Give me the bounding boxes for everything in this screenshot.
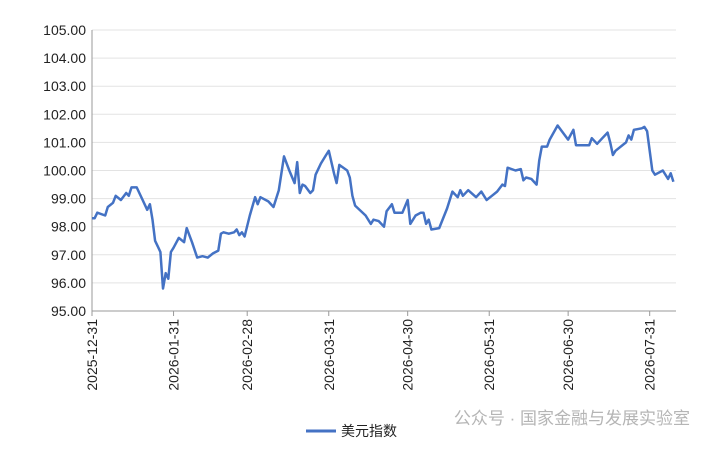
y-tick-label: 97.00 (51, 247, 86, 263)
x-tick-label: 2026-01-31 (166, 319, 182, 391)
legend-label: 美元指数 (341, 423, 397, 439)
x-tick-label: 2026-07-31 (642, 319, 658, 391)
y-tick-label: 100.00 (43, 163, 86, 179)
x-tick-label: 2026-03-31 (321, 319, 337, 391)
x-tick-label: 2026-06-30 (560, 319, 576, 391)
line-series (92, 124, 675, 290)
y-tick-label: 103.00 (43, 78, 86, 94)
x-tick-label: 2026-04-30 (400, 319, 416, 391)
x-tick-label: 2026-05-31 (481, 319, 497, 391)
y-tick-label: 99.00 (51, 191, 86, 207)
x-tick-label: 2025-12-31 (84, 319, 100, 391)
y-tick-label: 96.00 (51, 275, 86, 291)
y-tick-label: 98.00 (51, 219, 86, 235)
y-tick-label: 102.00 (43, 106, 86, 122)
y-tick-label: 95.00 (51, 303, 86, 319)
y-tick-label: 105.00 (43, 22, 86, 38)
y-tick-label: 104.00 (43, 50, 86, 66)
x-tick-label: 2026-02-28 (239, 319, 255, 391)
y-tick-label: 101.00 (43, 134, 86, 150)
watermark: 公众号 · 国家金融与发展实验室 (454, 409, 690, 428)
